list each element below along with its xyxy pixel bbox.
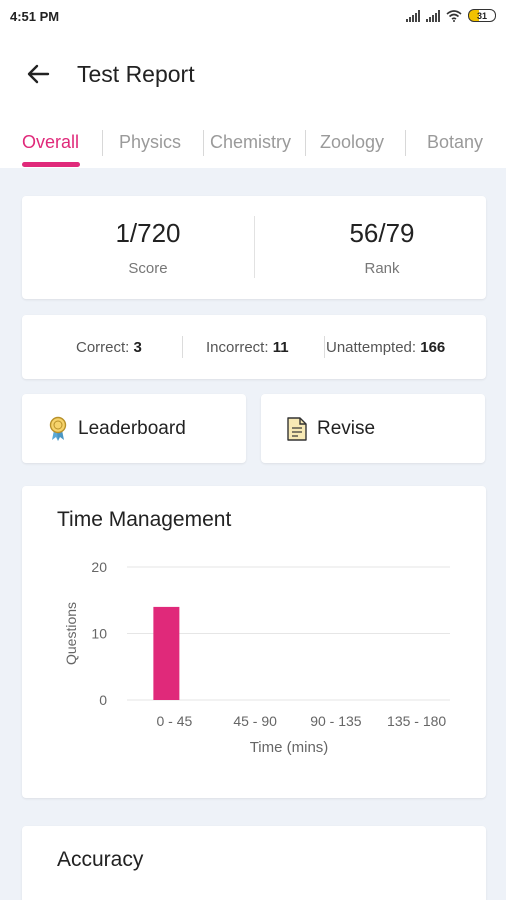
tab-divider bbox=[305, 130, 306, 156]
battery-icon: 31 bbox=[468, 9, 496, 22]
tab-overall[interactable]: Overall bbox=[22, 132, 80, 152]
rank-value: 56/79 bbox=[349, 218, 415, 248]
leaderboard-label: Leaderboard bbox=[78, 418, 186, 439]
top-white-area bbox=[0, 0, 506, 168]
tab-chemistry[interactable]: Chemistry bbox=[210, 132, 292, 152]
tab-divider bbox=[203, 130, 204, 156]
x-axis-label: Time (mins) bbox=[250, 739, 329, 756]
score-rank-card: 1/720 Score 56/79 Rank bbox=[22, 196, 486, 299]
leaderboard-button[interactable]: Leaderboard bbox=[22, 394, 246, 463]
accuracy-card: Accuracy bbox=[22, 826, 486, 900]
document-icon bbox=[287, 417, 307, 441]
score-label: Score bbox=[128, 260, 168, 277]
correct-count: Correct: 3 bbox=[76, 339, 142, 356]
tab-divider bbox=[405, 130, 406, 156]
x-tick-label: 45 - 90 bbox=[233, 713, 277, 729]
time-management-chart: 0 10 20 0 - 45 45 - 90 90 - 135 135 - 180 Time … bbox=[63, 559, 450, 756]
incorrect-value: 11 bbox=[272, 339, 289, 356]
status-time: 4:51 PM bbox=[10, 9, 60, 24]
stat-divider bbox=[254, 216, 255, 278]
time-management-card: Time Management 0 10 20 0 - 45 45 - 90 90 - 1… bbox=[22, 486, 486, 798]
tab-physics[interactable]: Physics bbox=[119, 132, 182, 152]
battery-level: 31 bbox=[476, 10, 487, 21]
y-tick-label: 10 bbox=[91, 626, 107, 642]
tab-zoology[interactable]: Zoology bbox=[320, 132, 385, 152]
correct-label: Correct: bbox=[76, 339, 130, 356]
y-axis-label: Questions bbox=[63, 602, 79, 665]
medal-icon bbox=[49, 416, 67, 441]
count-divider bbox=[324, 336, 325, 358]
correct-value: 3 bbox=[133, 339, 142, 356]
score-value: 1/720 bbox=[115, 218, 181, 248]
answer-counts-card: Correct: 3 Incorrect: 11 Unattempted: 16… bbox=[22, 315, 486, 379]
back-arrow-icon[interactable] bbox=[22, 58, 54, 90]
signal-icon bbox=[406, 9, 420, 22]
subject-tabs: Overall Physics Chemistry Zoology Botany bbox=[0, 124, 506, 168]
tab-divider bbox=[102, 130, 103, 156]
signal-icon-2 bbox=[426, 9, 440, 22]
rank-label: Rank bbox=[364, 260, 400, 277]
app-header: Test Report bbox=[0, 50, 506, 98]
tab-botany[interactable]: Botany bbox=[427, 132, 484, 152]
unattempted-label: Unattempted: bbox=[326, 339, 417, 356]
x-tick-label: 0 - 45 bbox=[156, 713, 192, 729]
wifi-icon bbox=[446, 9, 462, 22]
incorrect-count: Incorrect: 11 bbox=[206, 339, 289, 356]
active-tab-indicator bbox=[22, 162, 80, 167]
unattempted-count: Unattempted: 166 bbox=[326, 339, 445, 356]
count-divider bbox=[182, 336, 183, 358]
revise-label: Revise bbox=[317, 418, 376, 439]
unattempted-value: 166 bbox=[420, 339, 446, 356]
y-tick-label: 20 bbox=[91, 559, 107, 575]
chart-bar bbox=[153, 606, 180, 700]
time-management-title: Time Management bbox=[57, 508, 232, 531]
incorrect-label: Incorrect: bbox=[206, 339, 269, 356]
accuracy-title: Accuracy bbox=[57, 848, 144, 871]
revise-button[interactable]: Revise bbox=[261, 394, 485, 463]
y-tick-label: 0 bbox=[99, 692, 107, 708]
status-bar: 4:51 PM 31 bbox=[0, 0, 506, 34]
status-icons: 31 bbox=[406, 9, 496, 22]
x-tick-label: 135 - 180 bbox=[387, 713, 446, 729]
x-tick-label: 90 - 135 bbox=[310, 713, 362, 729]
page-title: Test Report bbox=[77, 61, 195, 87]
